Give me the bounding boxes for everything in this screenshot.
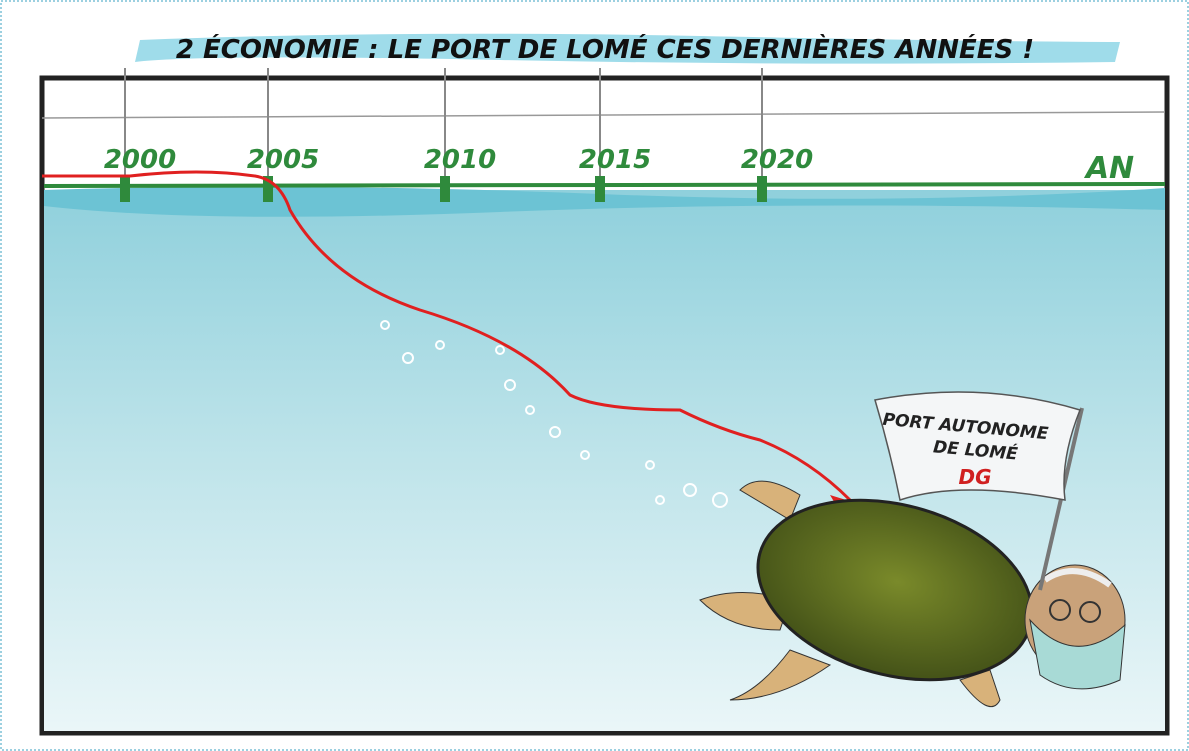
page: 2 ÉCONOMIE : LE PORT DE LOMÉ CES DERNIÈR… <box>0 0 1189 751</box>
post-marker <box>440 176 450 202</box>
post-marker <box>595 176 605 202</box>
year-label: 2000 <box>104 145 176 175</box>
year-label: 2015 <box>579 145 651 175</box>
year-label: 2010 <box>424 145 496 175</box>
flag-signature: DG <box>958 465 991 489</box>
cartoon: 2 ÉCONOMIE : LE PORT DE LOMÉ CES DERNIÈR… <box>0 0 1189 751</box>
post-marker <box>120 176 130 202</box>
year-label: 2005 <box>247 145 319 175</box>
axis-label: AN <box>1084 151 1134 186</box>
title: 2 ÉCONOMIE : LE PORT DE LOMÉ CES DERNIÈR… <box>176 33 1034 65</box>
year-label: 2020 <box>741 145 813 175</box>
post-marker <box>757 176 767 202</box>
